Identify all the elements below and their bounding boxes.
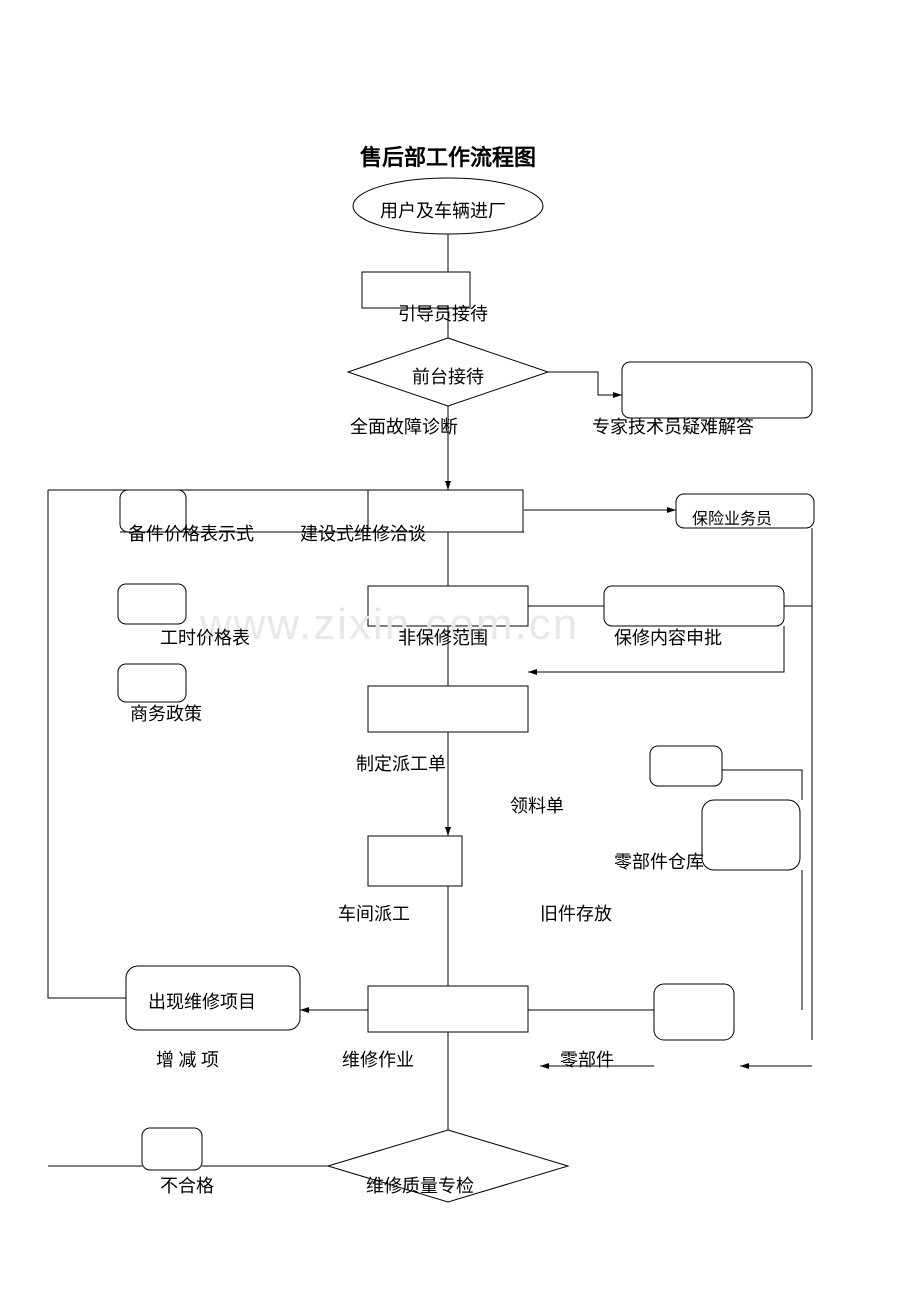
node-label-change_lbl2: 增 减 项 (156, 1046, 219, 1072)
node-label-repair_lbl: 维修作业 (342, 1046, 414, 1072)
node-label-front: 前台接待 (412, 363, 484, 389)
diagram-title: 售后部工作流程图 (360, 140, 536, 172)
node-label-parts_lbl: 零部件 (560, 1046, 614, 1072)
node-label-insure_lbl: 保险业务员 (692, 505, 772, 529)
flowchart-svg (0, 0, 920, 1302)
node-label-policy_lbl: 商务政策 (130, 700, 202, 726)
node-label-diag_lbl: 全面故障诊断 (350, 413, 458, 439)
node-label-expert_lbl: 专家技术员疑难解答 (592, 413, 754, 439)
flowchart-canvas: 售后部工作流程图 www.zixin.com.cn 用户及车辆进厂引导员接待前台… (0, 0, 920, 1302)
node-label-change_lbl1: 出现维修项目 (148, 988, 256, 1014)
node-label-oldparts_lbl: 旧件存放 (540, 900, 612, 926)
node-label-hours_lbl: 工时价格表 (160, 624, 250, 650)
node-label-warr_lbl: 保修内容申批 (614, 624, 722, 650)
node-label-guide_lbl: 引导员接待 (398, 300, 488, 326)
node-label-shop_lbl: 车间派工 (338, 900, 410, 926)
node-label-make_lbl: 制定派工单 (356, 750, 446, 776)
node-label-fail_lbl: 不合格 (160, 1172, 214, 1198)
node-label-qc: 维修质量专检 (366, 1172, 474, 1198)
node-label-start: 用户及车辆进厂 (380, 197, 506, 223)
node-label-ware_lbl: 零部件仓库 (614, 848, 704, 874)
node-label-nonwarr_lbl: 非保修范围 (398, 624, 488, 650)
node-label-build_lbl: 建设式维修洽谈 (300, 520, 426, 546)
node-label-pick_lbl: 领料单 (510, 792, 564, 818)
node-label-parts_price_lbl: 备件价格表示式 (128, 520, 254, 546)
